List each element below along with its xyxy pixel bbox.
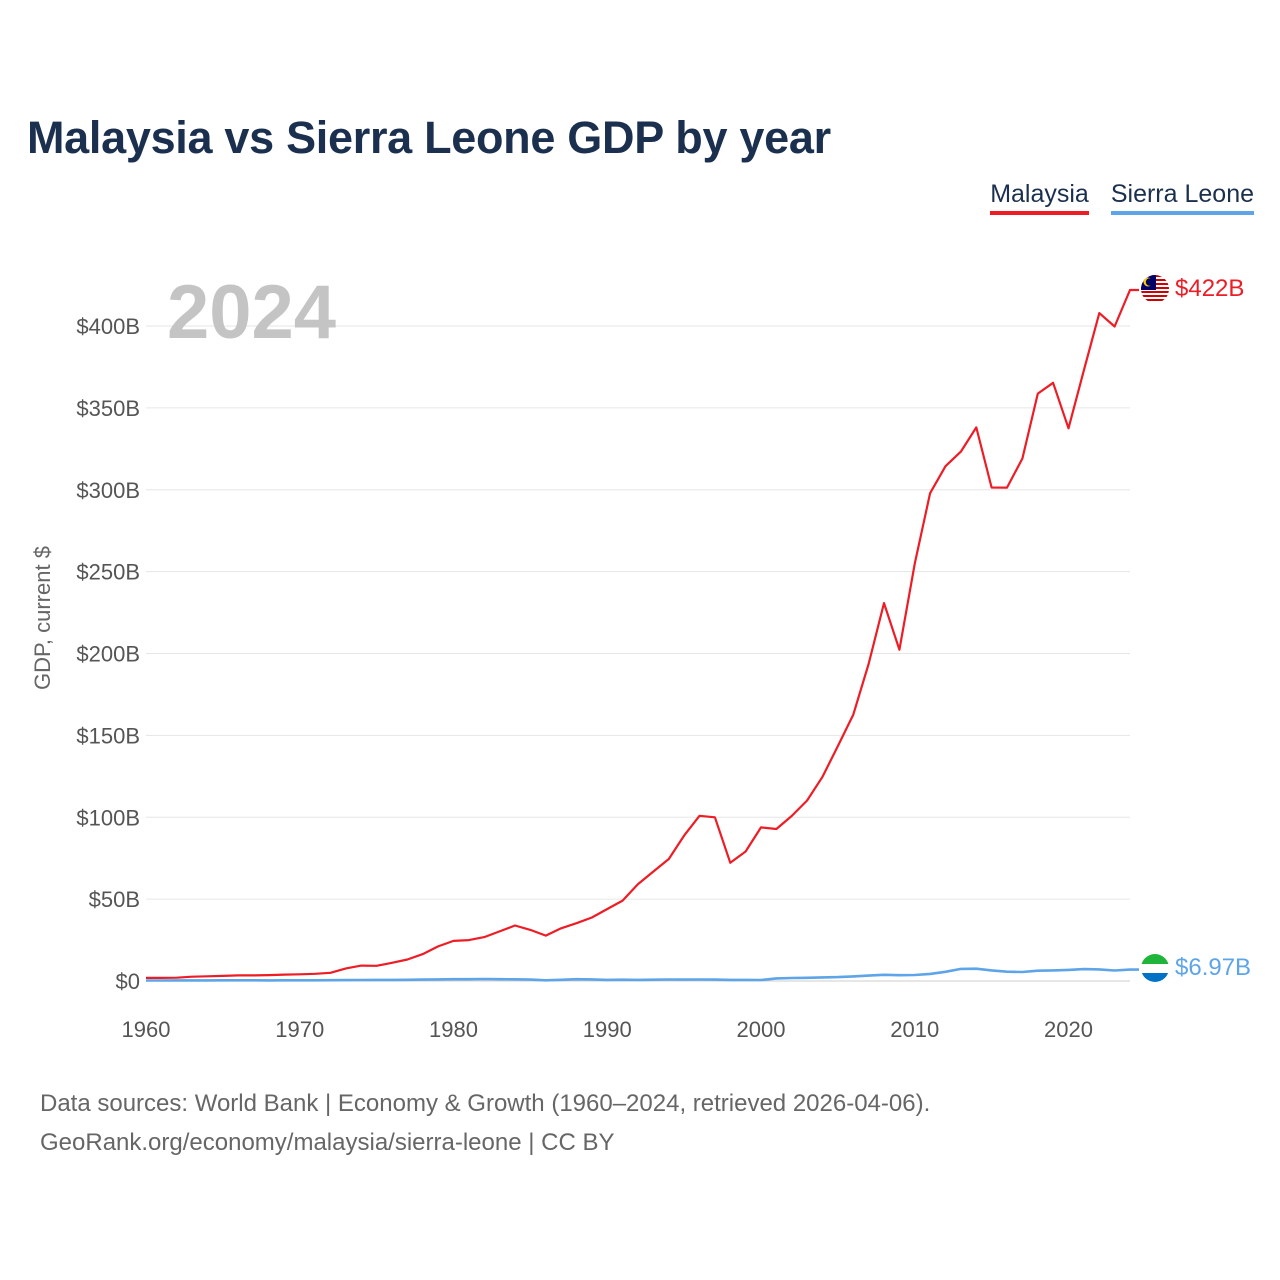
x-tick-label: 1970 <box>275 1017 324 1042</box>
sierra-leone-end-value-label: $6.97B <box>1175 954 1251 981</box>
y-tick-label: $200B <box>76 642 140 667</box>
y-tick-label: $300B <box>76 478 140 503</box>
malaysia-flag-icon <box>1141 275 1169 303</box>
source-url: GeoRank.org/economy/malaysia/sierra-leon… <box>40 1129 615 1156</box>
y-tick-label: $400B <box>76 314 140 339</box>
y-tick-label: $100B <box>76 805 140 830</box>
legend-item-malaysia[interactable]: Malaysia <box>990 180 1089 215</box>
y-tick-label: $250B <box>76 560 140 585</box>
legend: Malaysia Sierra Leone <box>990 180 1254 215</box>
x-tick-label: 2000 <box>737 1017 786 1042</box>
x-tick-label: 2010 <box>890 1017 939 1042</box>
x-tick-label: 1990 <box>583 1017 632 1042</box>
y-tick-label: $150B <box>76 723 140 748</box>
series-line-sierra-leone[interactable] <box>146 967 1139 982</box>
current-year-label: 2024 <box>167 270 336 355</box>
chart-title: Malaysia vs Sierra Leone GDP by year <box>27 112 831 163</box>
y-tick-label: $350B <box>76 396 140 421</box>
x-tick-label: 1980 <box>429 1017 478 1042</box>
y-tick-label: $0 <box>116 969 140 994</box>
source-line: Data sources: World Bank | Economy & Gro… <box>40 1090 931 1117</box>
data-source-note: Data sources: World Bank | Economy & Gro… <box>40 1084 930 1162</box>
x-axis-ticks: 1960 1970 1980 1990 2000 2010 2020 <box>122 1017 1093 1042</box>
sierra-leone-flag-icon <box>1141 954 1169 982</box>
series-line-malaysia[interactable] <box>146 288 1139 980</box>
x-tick-label: 2020 <box>1044 1017 1093 1042</box>
y-axis-label: GDP, current $ <box>30 546 55 690</box>
y-axis-ticks: $0 $50B $100B $150B $200B $250B $300B $350B $400… <box>76 314 140 994</box>
y-tick-label: $50B <box>89 887 140 912</box>
gdp-line-chart: $0 $50B $100B $150B $200B $250B $300B $350B $400… <box>30 270 1251 1042</box>
legend-item-sierra-leone[interactable]: Sierra Leone <box>1110 180 1254 215</box>
malaysia-end-value-label: $422B <box>1175 275 1244 302</box>
x-tick-label: 1960 <box>122 1017 171 1042</box>
